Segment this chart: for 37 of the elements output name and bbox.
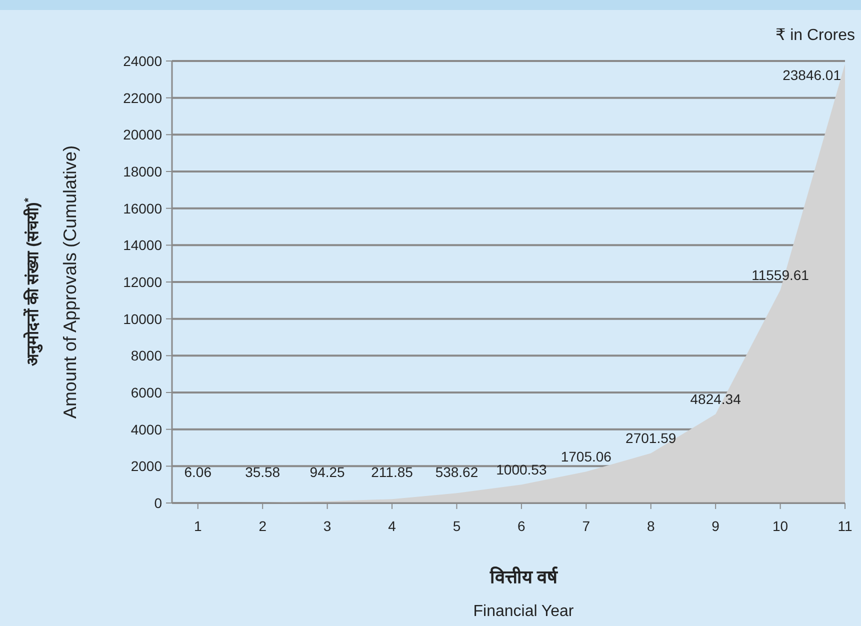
x-tick-label: 11 (838, 518, 852, 534)
x-tick-label: 5 (452, 518, 461, 534)
data-label: 1705.06 (560, 448, 612, 465)
data-label: 538.62 (435, 464, 478, 480)
x-tick-label: 7 (582, 518, 590, 534)
data-label: 2701.59 (626, 430, 676, 446)
data-label: 1000.53 (496, 462, 547, 478)
y-tick-label: 24000 (123, 53, 162, 69)
x-tick-label: 8 (646, 518, 655, 534)
x-tick-label: 9 (712, 518, 720, 534)
data-label: 211.85 (371, 464, 414, 480)
y-tick-label: 6000 (130, 384, 162, 400)
y-tick-label: 4000 (130, 421, 162, 438)
x-axis-title: वित्तीय वर्ष Financial Year (473, 566, 574, 620)
x-tick-label: 3 (323, 518, 332, 534)
y-tick-label: 8000 (130, 348, 162, 364)
data-label: 6.06 (184, 464, 212, 480)
data-label: 11559.61 (752, 267, 810, 284)
x-tick-label: 4 (388, 518, 396, 534)
data-label: 23846.01 (782, 66, 842, 83)
y-tick-label: 0 (154, 495, 162, 511)
y-tick-label: 12000 (123, 274, 162, 290)
y-tick-label: 14000 (123, 237, 162, 254)
y-tick-label: 16000 (123, 200, 162, 216)
y-tick-label: 20000 (123, 126, 162, 143)
text: ₹ in Crores (775, 27, 855, 44)
y-tick-label: 2000 (130, 458, 162, 474)
x-tick-label: 1 (194, 518, 202, 534)
x-tick-label: 6 (518, 518, 526, 534)
y-tick-label: 18000 (123, 164, 162, 180)
data-label: 4824.34 (690, 391, 742, 408)
y-tick-label: 22000 (123, 90, 162, 106)
y-tick-label: 10000 (123, 310, 162, 327)
data-label: 35.58 (245, 464, 280, 480)
x-tick-label: 2 (258, 518, 267, 534)
x-tick-label: 10 (772, 518, 788, 534)
data-label: 94.25 (310, 464, 346, 480)
